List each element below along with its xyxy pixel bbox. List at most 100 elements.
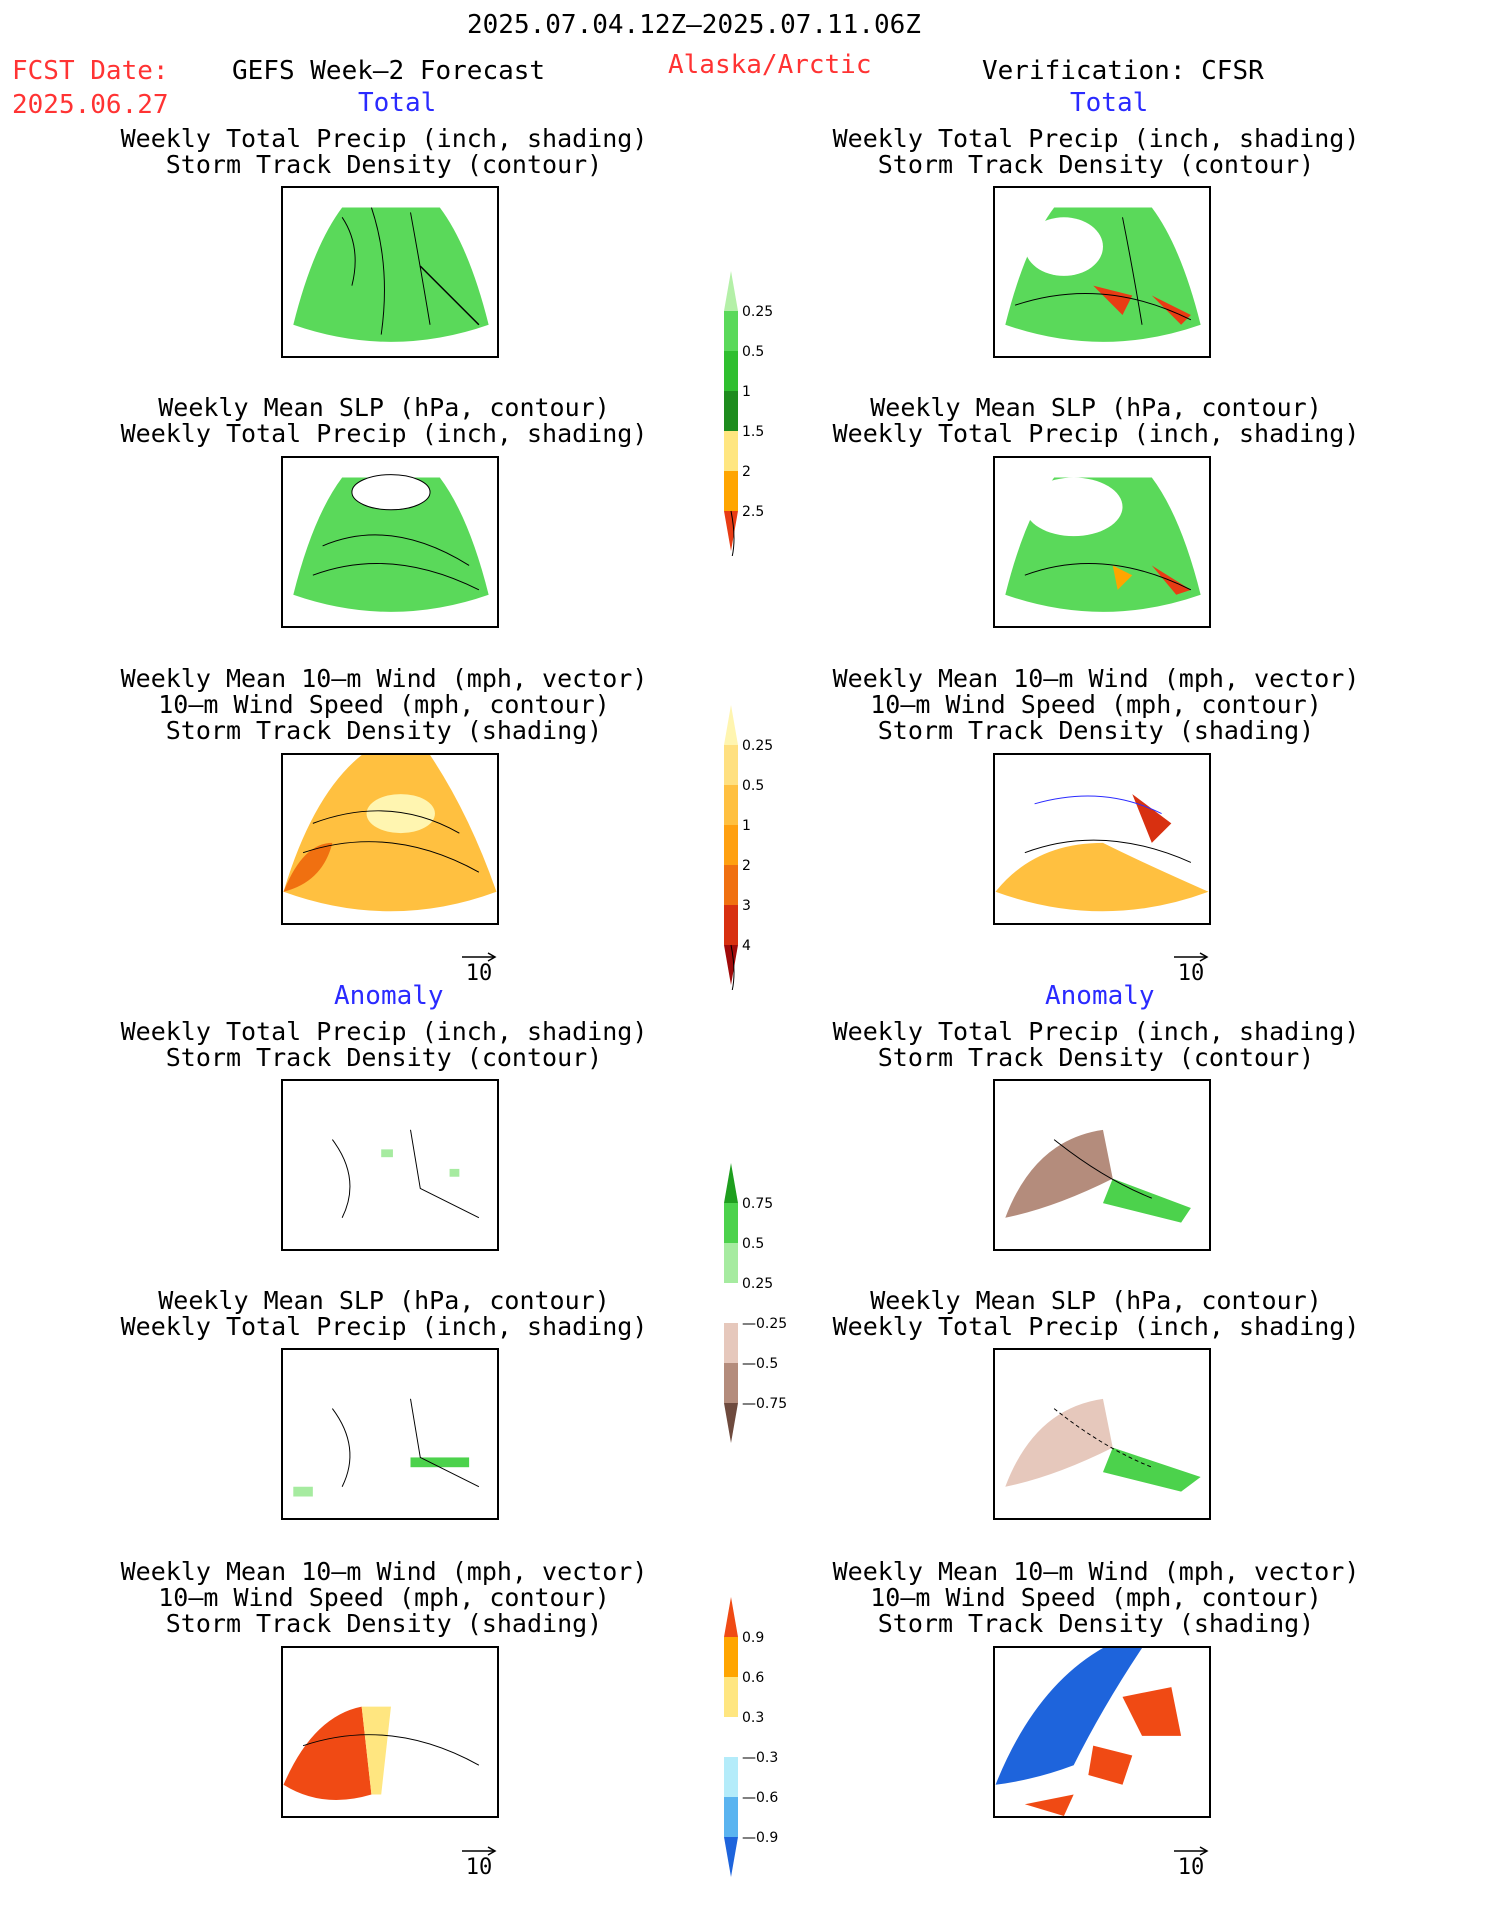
colorbar-storm-anomaly: 0.9 0.6 0.3 —0.3 —0.6 —0.9	[724, 1597, 778, 1877]
colorbar-swatch	[724, 471, 738, 511]
colorbar-tick-label: 1	[742, 384, 751, 400]
panel-title: Weekly Total Precip (inch, shading) Stor…	[120, 124, 648, 179]
colorbar-swatch	[724, 1203, 738, 1243]
vector-arrow-icon	[1174, 952, 1209, 962]
colorbar-tick-label: 0.5	[742, 778, 764, 794]
vector-arrow-icon	[462, 952, 497, 962]
colorbar-swatch	[724, 311, 738, 351]
panel-title: Weekly Mean SLP (hPa, contour) Weekly To…	[120, 1286, 648, 1341]
map-cfsr-anom-slp	[993, 1348, 1211, 1520]
colorbar-tick-label: —0.25	[742, 1316, 787, 1332]
panel-title: Weekly Mean 10—m Wind (mph, vector) 10—m…	[120, 1557, 648, 1638]
colorbar-swatch	[724, 1163, 738, 1203]
vector-ref-label: 10	[1177, 1855, 1205, 1880]
colorbar-tick-label: 1	[742, 818, 751, 834]
colorbar-swatch	[724, 865, 738, 905]
colorbar-swatch	[724, 825, 738, 865]
vector-ref-label: 10	[465, 961, 493, 986]
colorbar-swatch	[724, 391, 738, 431]
colorbar-tick-label: 3	[742, 898, 751, 914]
panel-title: Weekly Mean SLP (hPa, contour) Weekly To…	[120, 393, 648, 448]
panel-title: Weekly Mean SLP (hPa, contour) Weekly To…	[832, 1286, 1360, 1341]
map-gefs-total-wind	[281, 753, 499, 925]
colorbar-swatch	[724, 351, 738, 391]
colorbar-swatch	[724, 431, 738, 471]
colorbar-tail	[730, 944, 735, 990]
panel-title: Weekly Mean 10—m Wind (mph, vector) 10—m…	[120, 664, 648, 745]
vector-ref-label: 10	[1177, 961, 1205, 986]
map-gefs-anom-slp	[281, 1348, 499, 1520]
fcst-label: FCST Date:	[12, 56, 169, 86]
panel-title: Weekly Total Precip (inch, shading) Stor…	[832, 1017, 1360, 1072]
map-cfsr-total-slp	[993, 456, 1211, 628]
colorbar-swatch	[724, 511, 738, 551]
colorbar-tail	[730, 510, 735, 556]
colorbar-tick-label: 0.25	[742, 304, 773, 320]
colorbar-tick-label: 0.9	[742, 1630, 764, 1646]
region-label: Alaska/Arctic	[668, 50, 872, 80]
colorbar-tick-label: 2.5	[742, 504, 764, 520]
map-gefs-anom-precip	[281, 1079, 499, 1251]
colorbar-swatch	[724, 1757, 738, 1797]
map-cfsr-total-precip	[993, 186, 1211, 358]
colorbar-swatch	[724, 1283, 738, 1323]
colorbar-tick-label: —0.9	[742, 1830, 778, 1846]
map-cfsr-anom-wind	[993, 1646, 1211, 1818]
colorbar-tick-label: —0.75	[742, 1396, 787, 1412]
colorbar-swatch	[724, 1637, 738, 1677]
colorbar-tick-label: 0.25	[742, 738, 773, 754]
colorbar-tick-label: 0.5	[742, 344, 764, 360]
colorbar-swatch	[724, 1363, 738, 1403]
vector-arrow-icon	[1174, 1846, 1209, 1856]
colorbar-tick-label: 0.5	[742, 1236, 764, 1252]
colorbar-swatch	[724, 1597, 738, 1637]
colorbar-tick-label: 0.75	[742, 1196, 773, 1212]
colorbar-swatch	[724, 705, 738, 745]
colorbar-tick-label: —0.6	[742, 1790, 778, 1806]
panel-title: Weekly Mean 10—m Wind (mph, vector) 10—m…	[832, 1557, 1360, 1638]
section-total-left: Total	[358, 88, 437, 118]
colorbar-swatch	[724, 785, 738, 825]
vector-arrow-icon	[462, 1846, 497, 1856]
fcst-date: 2025.06.27	[12, 90, 169, 120]
map-gefs-total-precip	[281, 186, 499, 358]
colorbar-swatch	[724, 905, 738, 945]
colorbar-swatch	[724, 1717, 738, 1757]
colorbar-swatch	[724, 1677, 738, 1717]
map-cfsr-anom-precip	[993, 1079, 1211, 1251]
map-cfsr-total-wind	[993, 753, 1211, 925]
panel-title: Weekly Total Precip (inch, shading) Stor…	[832, 124, 1360, 179]
colorbar-precip-total: 0.25 0.5 1 1.5 2 2.5	[724, 271, 773, 556]
panel-title: Weekly Total Precip (inch, shading) Stor…	[120, 1017, 648, 1072]
colorbar-tick-label: 0.6	[742, 1670, 764, 1686]
colorbar-tick-label: 0.25	[742, 1276, 773, 1292]
colorbar-swatch	[724, 745, 738, 785]
verification-label: Verification: CFSR	[982, 56, 1264, 86]
colorbar-tick-label: —0.5	[742, 1356, 778, 1372]
map-gefs-anom-wind	[281, 1646, 499, 1818]
colorbar-tick-label: 1.5	[742, 424, 764, 440]
forecast-name: GEFS Week—2 Forecast	[232, 56, 546, 86]
colorbar-tick-label: 2	[742, 464, 751, 480]
vector-ref-label: 10	[465, 1855, 493, 1880]
colorbar-swatch	[724, 1837, 738, 1877]
panel-title: Weekly Mean 10—m Wind (mph, vector) 10—m…	[832, 664, 1360, 745]
colorbar-storm-total: 0.25 0.5 1 2 3 4	[724, 705, 773, 990]
colorbar-tick-label: 2	[742, 858, 751, 874]
colorbar-swatch	[724, 271, 738, 311]
section-anomaly-right: Anomaly	[1045, 981, 1155, 1011]
colorbar-tick-label: 0.3	[742, 1710, 764, 1726]
colorbar-swatch	[724, 1797, 738, 1837]
colorbar-swatch	[724, 1243, 738, 1283]
colorbar-precip-anomaly: 0.75 0.5 0.25 —0.25 —0.5 —0.75	[724, 1163, 787, 1443]
colorbar-swatch	[724, 1323, 738, 1363]
colorbar-swatch	[724, 945, 738, 985]
section-total-right: Total	[1070, 88, 1149, 118]
date-range: 2025.07.04.12Z—2025.07.11.06Z	[467, 10, 921, 40]
colorbar-tick-label: —0.3	[742, 1750, 778, 1766]
panel-title: Weekly Mean SLP (hPa, contour) Weekly To…	[832, 393, 1360, 448]
colorbar-tick-label: 4	[742, 938, 751, 954]
section-anomaly-left: Anomaly	[334, 981, 444, 1011]
colorbar-swatch	[724, 1403, 738, 1443]
map-gefs-total-slp	[281, 456, 499, 628]
